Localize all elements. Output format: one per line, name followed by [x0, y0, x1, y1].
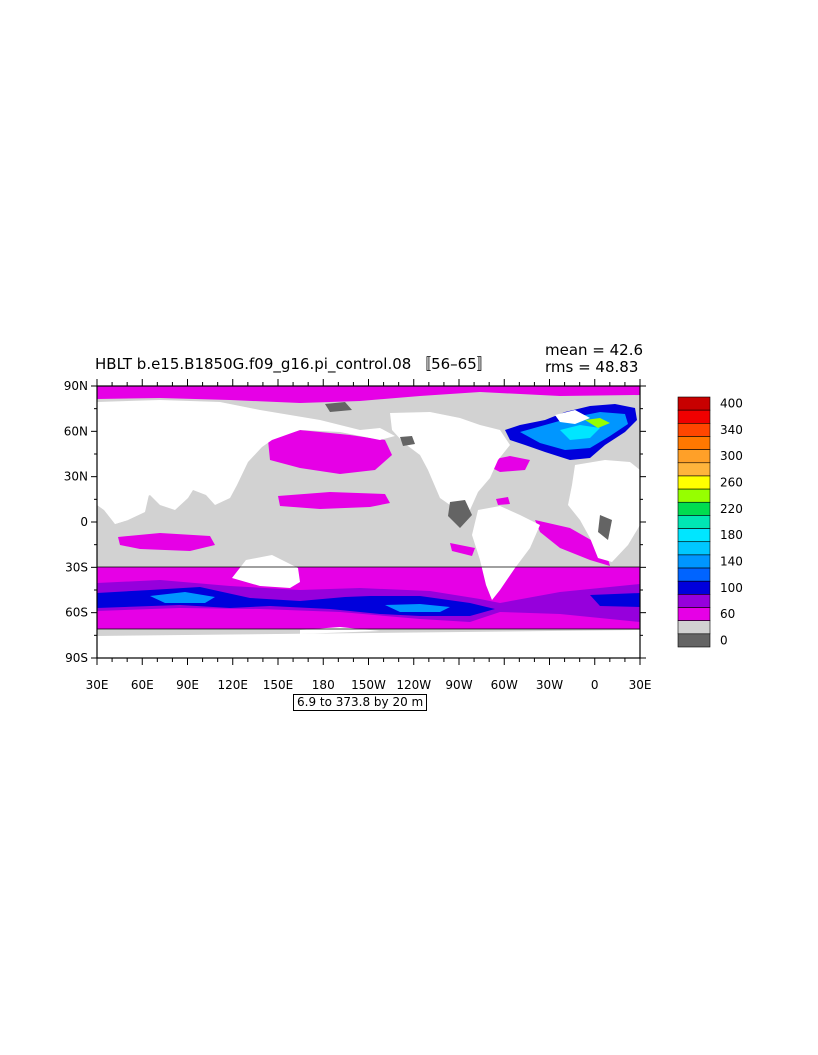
colorbar-swatch — [677, 567, 711, 582]
axes: 90N 60N 30N 0 30S 60S 90S 30E 60E 90E 120E 150E 180 1… — [64, 379, 652, 692]
australia-land — [232, 555, 300, 588]
colorbar-swatch — [677, 607, 711, 621]
greenland-land — [555, 410, 590, 424]
x-tick-label: 30E — [86, 678, 109, 692]
arabia-land — [97, 482, 150, 524]
y-tick-label: 90S — [65, 651, 88, 665]
southern-ocean-band-120-pacific — [385, 604, 450, 612]
x-tick-label: 90E — [176, 678, 199, 692]
y-tick-label: 60N — [64, 424, 88, 438]
arctic-ice-cell — [325, 402, 352, 412]
north-pacific-patch — [268, 430, 392, 474]
eurasia-land — [97, 400, 395, 524]
colorbar-label: 400 — [720, 397, 743, 411]
x-tick-label: 60W — [491, 678, 518, 692]
x-tick-label: 30W — [536, 678, 563, 692]
gulf-of-guinea-dark-cell — [598, 515, 612, 540]
colorbar: 400 340 300 260 220 180 140 100 60 0 — [677, 396, 743, 648]
x-tick-label: 90W — [445, 678, 472, 692]
colorbar-swatch — [677, 528, 711, 543]
east-pacific-patch — [450, 543, 475, 556]
x-tick-label: 150E — [263, 678, 294, 692]
southern-ocean-band-120-indian — [150, 592, 215, 603]
plot-title: HBLT b.e15.B1850G.f09_g16.pi_control.08 … — [95, 355, 492, 373]
africa-land — [568, 460, 640, 562]
colorbar-label: 340 — [720, 423, 743, 437]
y-tick-label: 90N — [64, 379, 88, 393]
north-america-land — [390, 412, 510, 512]
colorbar-label: 260 — [720, 476, 743, 490]
colorbar-label: 300 — [720, 449, 743, 463]
colorbar-swatch — [677, 462, 711, 477]
y-tick-label: 30S — [65, 560, 88, 574]
colorbar-label: 0 — [720, 633, 728, 647]
colorbar-label: 140 — [720, 554, 743, 568]
colorbar-label: 180 — [720, 528, 743, 542]
colorbar-swatch — [677, 594, 711, 608]
contour-range-label: 6.9 to 373.8 by 20 m — [293, 694, 428, 711]
colorbar-swatch — [677, 488, 711, 503]
x-tick-label: 30E — [629, 678, 652, 692]
caribbean-patch — [496, 497, 510, 505]
colorbar-swatch — [677, 396, 711, 411]
colorbar-swatch — [677, 409, 711, 424]
y-tick-label: 30N — [64, 470, 88, 484]
colorbar-swatch — [677, 633, 711, 648]
alaska-dark-cell — [400, 436, 415, 446]
colorbar-swatch — [677, 501, 711, 516]
rms-value: rms = 48.83 — [545, 358, 639, 376]
colorbar-swatch — [677, 423, 711, 437]
x-tick-label: 180 — [312, 678, 335, 692]
x-tick-label: 60E — [131, 678, 154, 692]
colorbar-label: 100 — [720, 581, 743, 595]
map-field — [97, 386, 640, 658]
south-atlantic-patch — [535, 520, 610, 566]
x-tick-label: 150W — [351, 678, 386, 692]
colorbar-swatch — [677, 449, 711, 464]
central-pacific-patch — [278, 492, 390, 509]
antarctica-land — [97, 630, 640, 658]
mean-value: mean = 42.6 — [545, 341, 644, 359]
arctic-band-60 — [97, 386, 640, 403]
y-tick-label: 60S — [65, 606, 88, 620]
colorbar-label: 220 — [720, 502, 743, 516]
southern-ocean-band-100-atlantic — [590, 593, 640, 607]
colorbar-swatch — [677, 436, 711, 450]
east-pacific-dark-cell — [448, 500, 472, 528]
north-atlantic-deep-mixing-max — [585, 418, 610, 428]
colorbar-swatch — [677, 515, 711, 529]
colorbar-swatch — [677, 541, 711, 556]
colorbar-swatch — [677, 475, 711, 490]
y-tick-label: 0 — [80, 515, 88, 529]
south-america-land — [472, 506, 540, 600]
x-tick-label: 120W — [396, 678, 431, 692]
colorbar-swatch — [677, 554, 711, 569]
colorbar-swatch — [677, 580, 711, 595]
x-tick-label: 120E — [218, 678, 249, 692]
north-atlantic-deep-mixing-peak — [560, 425, 600, 440]
indian-ocean-patch — [118, 533, 215, 551]
colorbar-swatch — [677, 620, 711, 635]
colorbar-label: 60 — [720, 607, 735, 621]
x-tick-label: 0 — [591, 678, 599, 692]
